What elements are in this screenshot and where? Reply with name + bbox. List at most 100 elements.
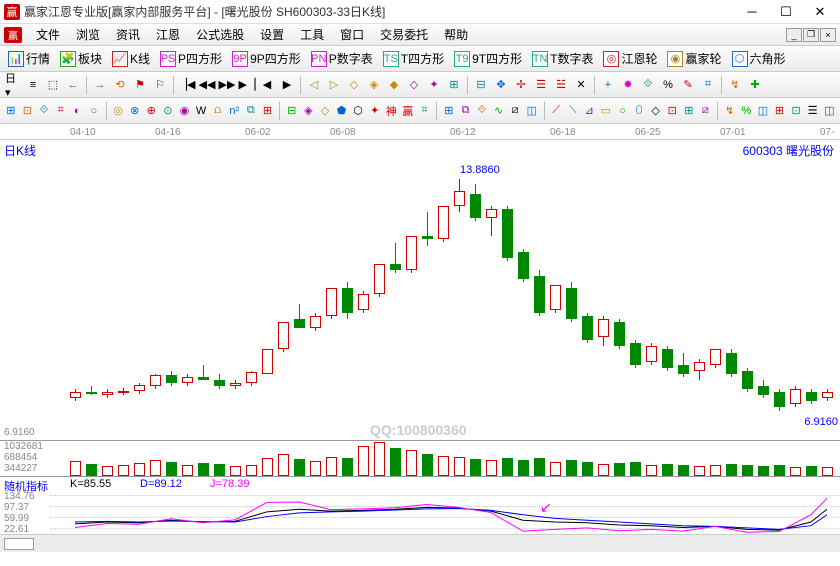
draw-btn-9[interactable]: ⊙ (161, 102, 175, 120)
nav-btn-32[interactable]: ✎ (679, 76, 697, 94)
draw-btn-4[interactable]: ◐ (70, 102, 84, 120)
menu-浏览[interactable]: 浏览 (68, 24, 108, 45)
draw-btn-7[interactable]: ⊗ (128, 102, 142, 120)
draw-btn-6[interactable]: ◎ (111, 102, 125, 120)
draw-btn-35[interactable]: ○ (616, 102, 630, 120)
tb-9T四方形[interactable]: T99T四方形 (450, 49, 526, 68)
tb-T数字表[interactable]: TNT数字表 (528, 49, 597, 68)
draw-btn-14[interactable]: ⧉ (244, 102, 258, 120)
nav-btn-7[interactable]: ⚐ (151, 76, 169, 94)
maximize-button[interactable]: ☐ (770, 2, 802, 22)
nav-btn-1[interactable]: ≡ (24, 76, 42, 94)
draw-btn-15[interactable]: ⊞ (261, 102, 275, 120)
nav-btn-25[interactable]: ☰ (532, 76, 550, 94)
nav-btn-4[interactable]: → (91, 76, 109, 94)
tb-江恩轮[interactable]: ◎江恩轮 (599, 49, 661, 68)
draw-btn-5[interactable]: ○ (87, 102, 101, 120)
mdi-close-button[interactable]: × (820, 28, 836, 42)
nav-btn-8[interactable]: ▕◀ (178, 76, 196, 94)
menu-设置[interactable]: 设置 (252, 24, 292, 45)
draw-btn-28[interactable]: ∿ (492, 102, 506, 120)
draw-btn-18[interactable]: ◇ (318, 102, 332, 120)
draw-btn-25[interactable]: ⊞ (442, 102, 456, 120)
draw-btn-17[interactable]: ◈ (302, 102, 316, 120)
draw-btn-32[interactable]: ⟍ (566, 102, 580, 120)
nav-btn-15[interactable]: ▷ (325, 76, 343, 94)
draw-btn-21[interactable]: ✦ (368, 102, 382, 120)
menu-文件[interactable]: 文件 (28, 24, 68, 45)
nav-btn-24[interactable]: ✢ (512, 76, 530, 94)
draw-btn-30[interactable]: ◫ (525, 102, 539, 120)
draw-btn-40[interactable]: ⧄ (699, 102, 713, 120)
draw-btn-1[interactable]: ⊡ (21, 102, 35, 120)
indicator-chart[interactable]: 随机指标K=85.55D=89.12J=78.39134.7697.3759.9… (0, 476, 840, 534)
nav-btn-23[interactable]: ✥ (492, 76, 510, 94)
minimize-button[interactable]: ─ (736, 2, 768, 22)
nav-btn-18[interactable]: ◆ (385, 76, 403, 94)
draw-btn-11[interactable]: W (194, 102, 208, 120)
tb-行情[interactable]: 📊行情 (4, 49, 54, 68)
draw-btn-20[interactable]: ⬡ (351, 102, 365, 120)
nav-btn-19[interactable]: ◇ (405, 76, 423, 94)
nav-btn-17[interactable]: ◈ (365, 76, 383, 94)
draw-btn-0[interactable]: ⊞ (4, 102, 18, 120)
draw-btn-47[interactable]: ◫ (823, 102, 837, 120)
draw-btn-19[interactable]: ⬟ (335, 102, 349, 120)
draw-btn-24[interactable]: ⌗ (418, 102, 432, 120)
tb-9P四方形[interactable]: 9P9P四方形 (228, 49, 305, 68)
nav-btn-5[interactable]: ⟲ (111, 76, 129, 94)
draw-btn-16[interactable]: ⊟ (285, 102, 299, 120)
menu-工具[interactable]: 工具 (292, 24, 332, 45)
draw-btn-42[interactable]: % (740, 102, 754, 120)
draw-btn-8[interactable]: ⊕ (144, 102, 158, 120)
nav-btn-21[interactable]: ⊞ (445, 76, 463, 94)
nav-btn-14[interactable]: ◁ (305, 76, 323, 94)
draw-btn-45[interactable]: ⊡ (789, 102, 803, 120)
nav-btn-6[interactable]: ⚑ (131, 76, 149, 94)
draw-btn-43[interactable]: ◫ (756, 102, 770, 120)
nav-btn-35[interactable]: ✚ (746, 76, 764, 94)
draw-btn-44[interactable]: ⊞ (773, 102, 787, 120)
tb-P数字表[interactable]: PNP数字表 (307, 49, 377, 68)
volume-chart[interactable]: 1032681688454344227 (0, 440, 840, 476)
menu-公式选股[interactable]: 公式选股 (188, 24, 252, 45)
draw-btn-22[interactable]: 神 (385, 102, 399, 120)
nav-btn-11[interactable]: ▶▕ (238, 76, 256, 94)
nav-btn-30[interactable]: ⟐ (639, 76, 657, 94)
tb-P四方形[interactable]: PSP四方形 (156, 49, 226, 68)
price-chart[interactable]: 日K线600303 曙光股份6.916013.88606.9160QQ:1008… (0, 140, 840, 440)
menu-江恩[interactable]: 江恩 (148, 24, 188, 45)
draw-btn-31[interactable]: ⟋ (549, 102, 563, 120)
nav-btn-16[interactable]: ◇ (345, 76, 363, 94)
draw-btn-27[interactable]: ⟐ (475, 102, 489, 120)
nav-btn-34[interactable]: ↯ (726, 76, 744, 94)
nav-btn-12[interactable]: ◀ (258, 76, 276, 94)
nav-btn-13[interactable]: ▶ (278, 76, 296, 94)
tb-板块[interactable]: 🧩板块 (56, 49, 106, 68)
nav-btn-10[interactable]: ▶▶ (218, 76, 236, 94)
nav-btn-33[interactable]: ⌗ (699, 76, 717, 94)
nav-btn-3[interactable]: ← (64, 76, 82, 94)
draw-btn-12[interactable]: ⩍ (211, 102, 225, 120)
menu-交易委托[interactable]: 交易委托 (372, 24, 436, 45)
tb-赢家轮[interactable]: ◉赢家轮 (663, 49, 725, 68)
draw-btn-13[interactable]: n² (227, 102, 241, 120)
tb-六角形[interactable]: ⬡六角形 (728, 49, 790, 68)
nav-btn-31[interactable]: % (659, 76, 677, 94)
draw-btn-46[interactable]: ☰ (806, 102, 820, 120)
draw-btn-34[interactable]: ▭ (599, 102, 613, 120)
draw-btn-37[interactable]: ◇ (649, 102, 663, 120)
draw-btn-39[interactable]: ⊞ (682, 102, 696, 120)
close-button[interactable]: ✕ (804, 2, 836, 22)
draw-btn-2[interactable]: ⟐ (37, 102, 51, 120)
draw-btn-23[interactable]: 赢 (401, 102, 415, 120)
draw-btn-41[interactable]: ↯ (723, 102, 737, 120)
nav-btn-27[interactable]: ✕ (572, 76, 590, 94)
nav-btn-20[interactable]: ✦ (425, 76, 443, 94)
draw-btn-26[interactable]: ⧉ (459, 102, 473, 120)
menu-窗口[interactable]: 窗口 (332, 24, 372, 45)
draw-btn-36[interactable]: ⬯ (632, 102, 646, 120)
draw-btn-33[interactable]: ⊿ (582, 102, 596, 120)
nav-btn-0[interactable]: 日▾ (4, 76, 22, 94)
nav-btn-28[interactable]: + (599, 76, 617, 94)
